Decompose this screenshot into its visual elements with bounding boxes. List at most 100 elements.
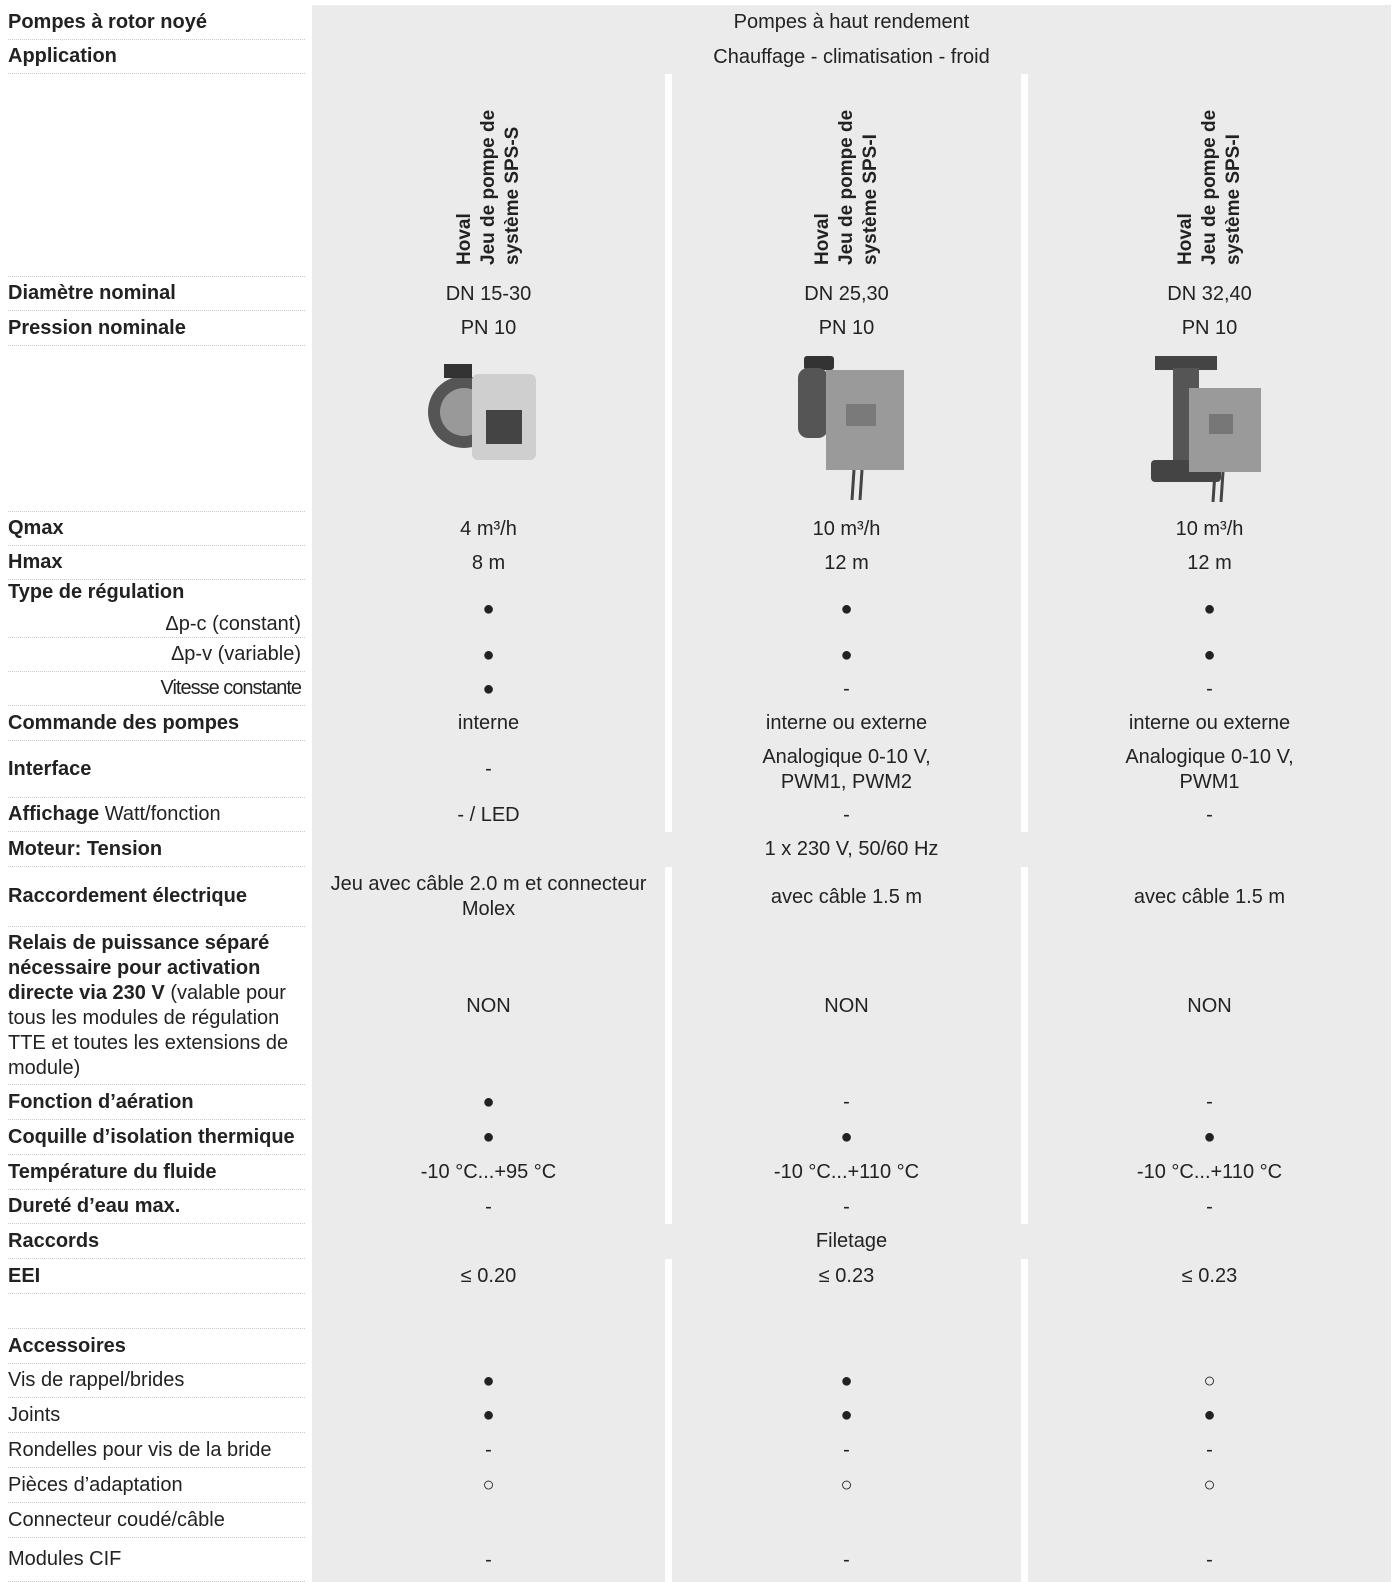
value-cell: PN 10 <box>312 311 665 346</box>
pump-image <box>1150 355 1261 502</box>
value-cell: Analogique 0-10 V, PWM1, PWM2 <box>672 741 1021 798</box>
label-note: (valable pour tous les modules de régula… <box>8 981 289 1079</box>
value-cell: avec câble 1.5 m <box>672 867 1021 927</box>
label-line: Pression nominale <box>8 316 305 341</box>
label-text: Moteur: Tension <box>8 837 163 860</box>
value-cell <box>312 1294 665 1329</box>
table-row: Vitesse constante ● - - <box>8 672 1398 706</box>
label-line: Application <box>8 44 305 69</box>
value-cell: ● <box>312 1364 665 1398</box>
label-text: Pièces d’adaptation <box>8 1473 183 1496</box>
label-line: Raccords <box>8 1229 305 1254</box>
value-cell: NON <box>1028 927 1391 1085</box>
row-label: Connecteur coudé/câble <box>8 1503 305 1538</box>
value-cell: -10 °C...+110 °C <box>1028 1155 1391 1190</box>
table-row <box>8 346 1398 512</box>
value-cell <box>1028 1503 1391 1538</box>
label-text: Connecteur coudé/câble <box>8 1508 225 1531</box>
row-label <box>8 1294 305 1329</box>
value-cell: -10 °C...+95 °C <box>312 1155 665 1190</box>
label-text: Relais de puissance séparé nécessaire po… <box>8 931 270 1004</box>
value-cell: DN 32,40 <box>1028 277 1391 311</box>
table-row: Moteur: Tension 1 x 230 V, 50/60 Hz <box>8 832 1398 867</box>
value-cell: NON <box>312 927 665 1085</box>
label-line: EEI <box>8 1264 305 1289</box>
label-text: Raccords <box>8 1229 100 1252</box>
table-row: Dureté d’eau max. - - - <box>8 1190 1398 1224</box>
label-line: Dureté d’eau max. <box>8 1194 305 1219</box>
row-label: Dureté d’eau max. <box>8 1190 305 1224</box>
pump-image <box>797 355 904 500</box>
product-cell: Hoval Jeu de pompe de système SPS-S <box>312 74 665 277</box>
value-cell <box>1028 1294 1391 1329</box>
merged-cell: Chauffage - climatisation - froid <box>312 40 1391 74</box>
label-line: Hmax <box>8 550 305 575</box>
value-cell: ● <box>672 1120 1021 1155</box>
table-row: Qmax 4 m³/h 10 m³/h 10 m³/h <box>8 512 1398 546</box>
label-line: Raccordement électrique <box>8 884 305 909</box>
row-label <box>8 346 305 512</box>
table-row: Application Chauffage - climatisation - f… <box>8 40 1398 74</box>
value-cell: interne <box>312 706 665 741</box>
product-line: Jeu de pompe de <box>835 109 857 265</box>
value-cell: ● <box>672 638 1021 672</box>
label-text: Fonction d’aération <box>8 1090 194 1113</box>
value-cell: - <box>672 672 1021 706</box>
value-cell: ○ <box>672 1468 1021 1503</box>
table-row: Fonction d’aération ● - - <box>8 1085 1398 1120</box>
table-row: Δp-v (variable) ● ● ● <box>8 638 1398 672</box>
value-cell: ≤ 0.20 <box>312 1259 665 1294</box>
value-cell: interne ou externe <box>672 706 1021 741</box>
label-text: EEI <box>8 1264 41 1287</box>
label-text: Type de régulation <box>8 581 185 603</box>
table-row: Type de régulation Δp-c (constant) ● ● ● <box>8 580 1398 638</box>
row-label: Pièces d’adaptation <box>8 1468 305 1503</box>
table-row: Hoval Jeu de pompe de système SPS-S Hoval Je… <box>8 74 1398 277</box>
row-label: Modules CIF <box>8 1538 305 1582</box>
row-label: Application <box>8 40 305 74</box>
value-cell <box>672 1294 1021 1329</box>
value-cell: ● <box>312 1120 665 1155</box>
image-cell <box>312 346 665 512</box>
label-line: Qmax <box>8 516 305 541</box>
label-text: Température du fluide <box>8 1160 217 1183</box>
value-cell: ● <box>1028 1120 1391 1155</box>
value-cell: ● <box>1028 1398 1391 1433</box>
row-label: Δp-v (variable) <box>8 638 305 672</box>
label-text: Qmax <box>8 517 64 539</box>
sublabel: Δp-v (variable) <box>170 643 301 665</box>
product-name: Hoval Jeu de pompe de système SPS-S <box>453 110 525 265</box>
image-cell <box>1028 346 1391 512</box>
row-label: Vis de rappel/brides <box>8 1364 305 1398</box>
value-cell: 12 m <box>672 546 1021 580</box>
label-line: Coquille d’isolation thermique <box>8 1125 305 1150</box>
value-cell: - <box>672 1190 1021 1224</box>
value-cell: ● <box>1028 638 1391 672</box>
table-row: Hmax 8 m 12 m 12 m <box>8 546 1398 580</box>
row-label: Température du fluide <box>8 1155 305 1190</box>
row-label: Rondelles pour vis de la bride <box>8 1433 305 1468</box>
table-row: Interface - Analogique 0-10 V, PWM1, PWM2 A… <box>8 741 1398 798</box>
value-cell: ● <box>312 672 665 706</box>
row-label: Raccords <box>8 1224 305 1259</box>
product-cell: Hoval Jeu de pompe de système SPS-I <box>672 74 1021 277</box>
label-text: Hmax <box>8 551 63 573</box>
value-cell: - <box>1028 1085 1391 1120</box>
value-cell: 8 m <box>312 546 665 580</box>
table-row: Joints ● ● ● <box>8 1398 1398 1433</box>
product-name: Hoval Jeu de pompe de système SPS-I <box>1174 110 1246 265</box>
product-line: Hoval <box>1174 213 1196 265</box>
row-label: Pression nominale <box>8 311 305 346</box>
label-text: Affichage <box>8 803 100 825</box>
product-line: système SPS-I <box>859 134 881 265</box>
row-label: Relais de puissance séparé nécessaire po… <box>8 927 305 1085</box>
table-row: EEI ≤ 0.20 ≤ 0.23 ≤ 0.23 <box>8 1259 1398 1294</box>
label-text: Diamètre nominal <box>8 282 176 304</box>
table-row: Coquille d’isolation thermique ● ● ● <box>8 1120 1398 1155</box>
table-row: Pièces d’adaptation ○ ○ ○ <box>8 1468 1398 1503</box>
value-cell: ≤ 0.23 <box>672 1259 1021 1294</box>
value-cell: - <box>672 1538 1021 1582</box>
table-row: Modules CIF - - - <box>8 1538 1398 1582</box>
value-cell <box>672 1503 1021 1538</box>
value-cell: - <box>1028 1190 1391 1224</box>
